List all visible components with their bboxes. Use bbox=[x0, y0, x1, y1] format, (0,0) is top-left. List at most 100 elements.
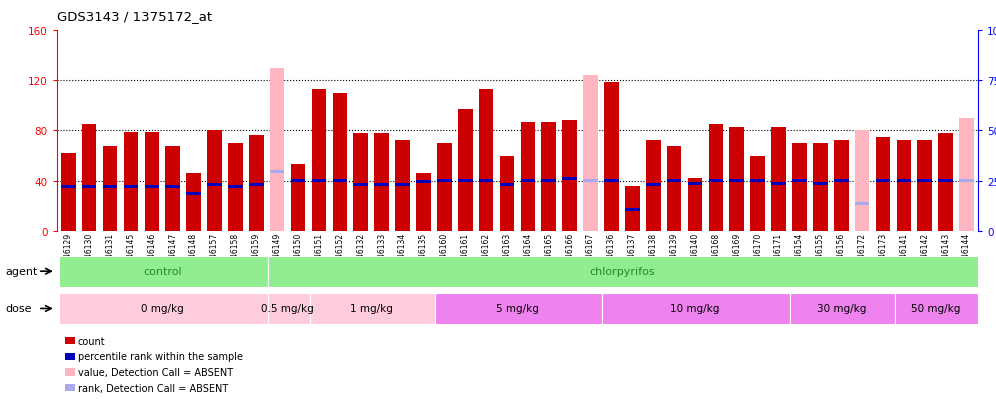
Bar bbox=[416, 181, 430, 184]
Bar bbox=[813, 144, 828, 231]
Text: 50 mg/kg: 50 mg/kg bbox=[910, 304, 960, 314]
Bar bbox=[354, 134, 369, 231]
Text: 5 mg/kg: 5 mg/kg bbox=[496, 304, 539, 314]
Text: count: count bbox=[78, 336, 106, 346]
Text: dose: dose bbox=[5, 304, 32, 314]
Bar bbox=[708, 180, 723, 183]
Text: GDS3143 / 1375172_at: GDS3143 / 1375172_at bbox=[57, 10, 212, 23]
Bar bbox=[228, 186, 243, 189]
Bar bbox=[228, 144, 243, 231]
Bar bbox=[855, 202, 870, 205]
Bar bbox=[625, 209, 639, 211]
Bar bbox=[395, 141, 409, 231]
Bar bbox=[605, 180, 619, 183]
Text: rank, Detection Call = ABSENT: rank, Detection Call = ABSENT bbox=[78, 383, 228, 393]
Bar bbox=[354, 183, 369, 187]
Bar bbox=[186, 174, 201, 231]
Bar bbox=[416, 174, 430, 231]
Bar bbox=[750, 180, 765, 183]
Bar bbox=[771, 182, 786, 185]
Bar bbox=[625, 186, 639, 231]
Bar bbox=[249, 136, 264, 231]
Text: control: control bbox=[143, 266, 181, 277]
Bar bbox=[790, 293, 894, 324]
Bar bbox=[645, 141, 660, 231]
Bar bbox=[312, 90, 327, 231]
Bar bbox=[458, 110, 472, 231]
Bar bbox=[59, 256, 268, 287]
Bar bbox=[103, 146, 118, 231]
Bar bbox=[666, 180, 681, 183]
Bar bbox=[771, 127, 786, 231]
Bar bbox=[479, 180, 493, 183]
Bar bbox=[374, 183, 389, 187]
Bar bbox=[165, 186, 180, 189]
Text: 1 mg/kg: 1 mg/kg bbox=[350, 304, 392, 314]
Text: percentile rank within the sample: percentile rank within the sample bbox=[78, 351, 243, 361]
Bar bbox=[82, 186, 97, 189]
Bar bbox=[207, 183, 222, 187]
Bar bbox=[563, 177, 577, 180]
Bar bbox=[144, 186, 159, 189]
Bar bbox=[479, 90, 493, 231]
Bar bbox=[61, 186, 76, 189]
Bar bbox=[792, 180, 807, 183]
Bar bbox=[82, 125, 97, 231]
Bar bbox=[521, 180, 535, 183]
Bar bbox=[521, 122, 535, 231]
Bar bbox=[896, 141, 911, 231]
Bar bbox=[894, 293, 978, 324]
Bar bbox=[435, 293, 602, 324]
Bar bbox=[645, 183, 660, 187]
Bar bbox=[896, 180, 911, 183]
Bar bbox=[103, 186, 118, 189]
Text: agent: agent bbox=[5, 266, 38, 277]
Bar bbox=[855, 131, 870, 231]
Bar bbox=[917, 180, 932, 183]
Bar bbox=[938, 180, 953, 183]
Bar bbox=[458, 180, 472, 183]
Bar bbox=[959, 119, 974, 231]
Bar bbox=[584, 180, 598, 183]
Bar bbox=[666, 146, 681, 231]
Bar bbox=[291, 180, 306, 183]
Bar bbox=[792, 144, 807, 231]
Bar bbox=[813, 182, 828, 185]
Bar bbox=[59, 293, 268, 324]
Bar bbox=[310, 293, 435, 324]
Bar bbox=[875, 180, 890, 183]
Bar bbox=[437, 180, 451, 183]
Bar bbox=[687, 179, 702, 231]
Text: chlorpyrifos: chlorpyrifos bbox=[589, 266, 654, 277]
Text: 10 mg/kg: 10 mg/kg bbox=[670, 304, 720, 314]
Bar bbox=[500, 156, 514, 231]
Bar bbox=[542, 180, 556, 183]
Text: 30 mg/kg: 30 mg/kg bbox=[817, 304, 866, 314]
Bar bbox=[61, 154, 76, 231]
Bar bbox=[270, 171, 285, 174]
Bar bbox=[750, 156, 765, 231]
Bar bbox=[729, 127, 744, 231]
Bar bbox=[563, 121, 577, 231]
Bar bbox=[500, 183, 514, 187]
Bar bbox=[875, 138, 890, 231]
Bar bbox=[729, 180, 744, 183]
Bar bbox=[333, 94, 348, 231]
Bar bbox=[165, 146, 180, 231]
Bar bbox=[268, 256, 978, 287]
Bar bbox=[291, 165, 306, 231]
Bar bbox=[268, 293, 310, 324]
Bar bbox=[124, 133, 138, 231]
Bar bbox=[395, 183, 409, 187]
Bar bbox=[917, 141, 932, 231]
Bar bbox=[938, 134, 953, 231]
Bar bbox=[144, 133, 159, 231]
Bar bbox=[333, 180, 348, 183]
Bar bbox=[959, 180, 974, 183]
Bar bbox=[542, 122, 556, 231]
Bar bbox=[270, 69, 285, 231]
Text: value, Detection Call = ABSENT: value, Detection Call = ABSENT bbox=[78, 367, 233, 377]
Bar bbox=[186, 192, 201, 195]
Bar bbox=[312, 180, 327, 183]
Bar bbox=[687, 182, 702, 185]
